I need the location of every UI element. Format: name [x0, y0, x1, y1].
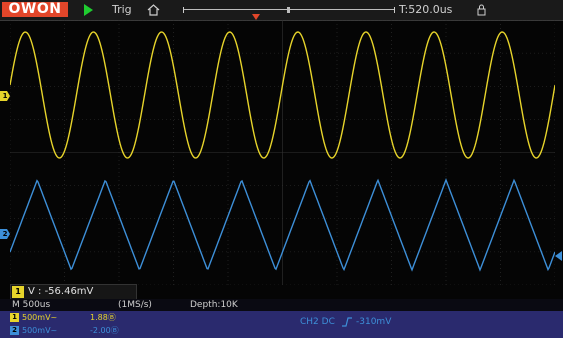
brand-logo: OWON — [2, 2, 68, 17]
ch1-volts-div: 500mV~ — [22, 313, 58, 322]
play-icon[interactable] — [84, 4, 93, 16]
trigger-position-marker[interactable] — [252, 14, 260, 20]
ch2-waveform — [10, 178, 555, 272]
ch2-position-marker[interactable]: 2 — [0, 229, 10, 239]
ch2-offset: -2.00Ⓑ — [90, 326, 119, 335]
top-status-bar: OWON Trig T:520.0us — [0, 0, 563, 21]
time-position-readout: T:520.0us — [399, 3, 453, 16]
time-position-bar[interactable] — [183, 7, 395, 13]
measurement-value: V : -56.46mV — [28, 286, 94, 297]
memory-depth-readout: Depth:10K — [190, 300, 238, 310]
acquisition-info: M 500us (1MS/s) Depth:10K — [0, 299, 563, 311]
channel-status-bar: 1 500mV~ 1.88Ⓑ 2 500mV~ -2.00Ⓑ CH2 DC -3… — [0, 311, 563, 338]
trigger-source[interactable]: CH2 DC — [300, 317, 335, 327]
trigger-status: Trig — [112, 3, 132, 16]
sample-rate-readout: (1MS/s) — [118, 300, 152, 310]
ch1-waveform — [10, 31, 555, 159]
ch1-offset: 1.88Ⓑ — [90, 313, 116, 322]
waveform-display[interactable] — [10, 20, 555, 285]
bottom-status-area: M 500us (1MS/s) Depth:10K 1 500mV~ 1.88Ⓑ… — [0, 299, 563, 338]
trigger-level-marker[interactable] — [555, 251, 562, 261]
home-icon[interactable] — [147, 4, 160, 16]
ch1-tag: 1 — [10, 313, 19, 322]
ch2-volts-div: 500mV~ — [22, 326, 58, 335]
ch1-position-marker[interactable]: 1 — [0, 91, 10, 101]
timebase-readout: M 500us — [12, 300, 51, 310]
ch2-tag: 2 — [10, 326, 19, 335]
trigger-level-readout[interactable]: -310mV — [356, 317, 392, 327]
measurement-channel-tag: 1 — [12, 286, 24, 298]
measurement-readout: 1 V : -56.46mV — [10, 284, 137, 300]
rising-edge-icon — [342, 317, 352, 327]
lock-icon — [477, 4, 486, 16]
